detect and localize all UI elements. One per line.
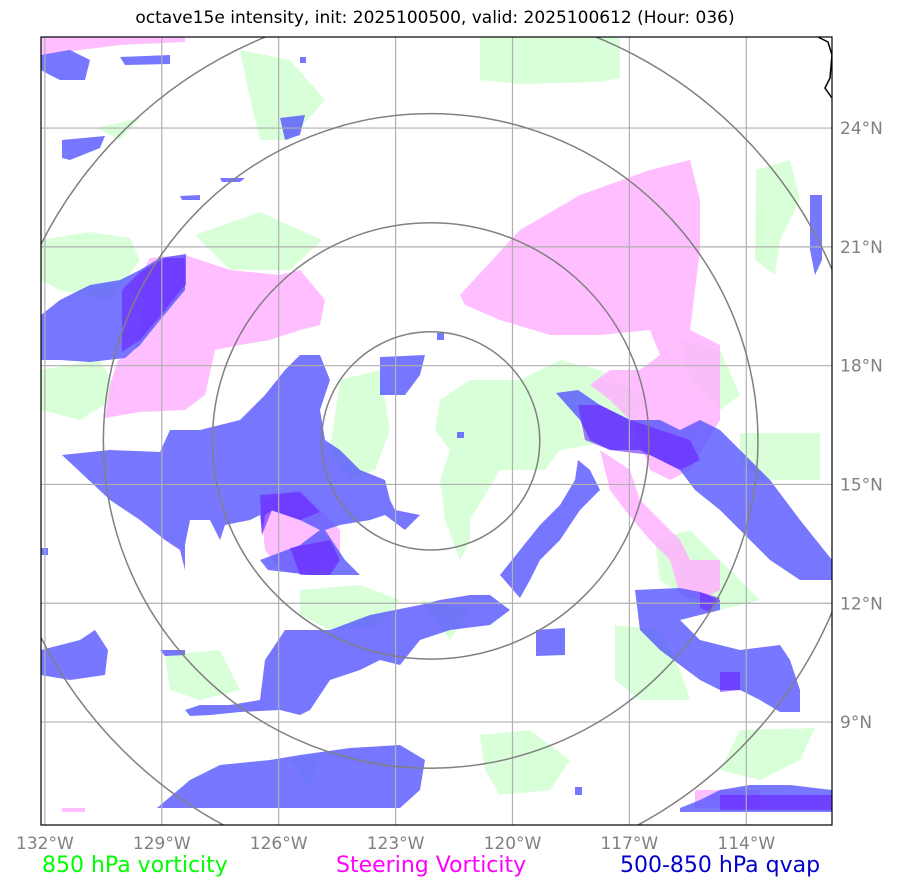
range-ring [102,112,759,769]
legend-850-vorticity: 850 hPa vorticity [42,853,228,878]
x-tick-label: 129°W [133,834,191,854]
range-ring [320,331,541,551]
x-tick-label: 132°W [16,834,74,854]
y-tick-label: 24°N [840,119,883,139]
range-rings [41,37,832,825]
x-tick-label: 117°W [600,834,658,854]
y-tick-label: 21°N [840,238,883,258]
y-tick-label: 15°N [840,475,883,495]
legend-steering-vorticity: Steering Vorticity [336,853,527,878]
range-ring [211,221,650,660]
map-grid [41,37,832,825]
x-tick-label: 120°W [484,834,542,854]
x-tick-label: 126°W [250,834,308,854]
y-tick-labels: 24°N 21°N 18°N 15°N 12°N 9°N [840,119,883,733]
map-title: octave15e intensity, init: 2025100500, v… [135,8,735,28]
x-tick-label: 114°W [717,834,775,854]
y-tick-label: 9°N [840,713,872,733]
overlap-layer [122,258,832,810]
map-frame [40,36,833,826]
steering-vorticity-layer [41,37,760,812]
coastline [817,37,832,99]
x-tick-labels: 132°W 129°W 126°W 123°W 120°W 117°W 114°W [16,834,775,854]
x-tick-label: 123°W [367,834,425,854]
legend-qvap: 500-850 hPa qvap [620,853,821,878]
y-tick-label: 12°N [840,594,883,614]
y-tick-label: 18°N [840,357,883,377]
